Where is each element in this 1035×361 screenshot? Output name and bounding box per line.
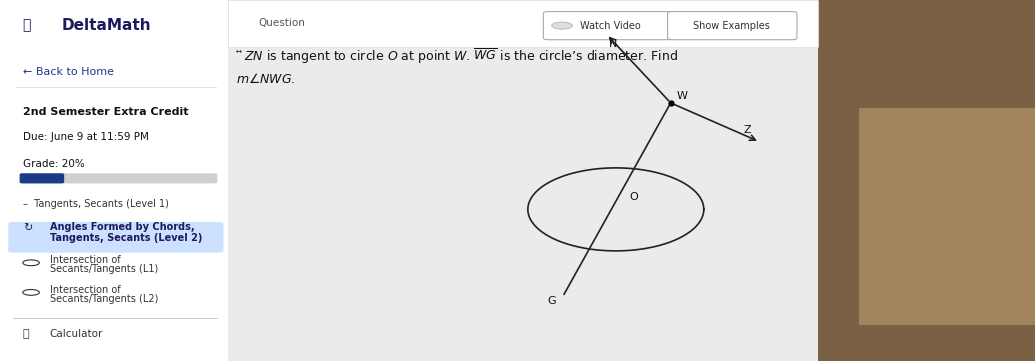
Text: DeltaMath: DeltaMath (62, 18, 152, 33)
Text: Secants/Tangents (L2): Secants/Tangents (L2) (50, 294, 158, 304)
FancyBboxPatch shape (20, 173, 217, 183)
Text: Due: June 9 at 11:59 PM: Due: June 9 at 11:59 PM (23, 132, 149, 142)
Text: Watch Video: Watch Video (581, 21, 641, 31)
FancyBboxPatch shape (228, 0, 818, 47)
Circle shape (552, 22, 572, 29)
FancyBboxPatch shape (668, 12, 797, 40)
Text: Calculator: Calculator (50, 329, 104, 339)
Text: Secants/Tangents (L1): Secants/Tangents (L1) (50, 264, 158, 274)
Text: W: W (677, 91, 688, 101)
Text: ↻: ↻ (23, 223, 32, 233)
Text: Tangents, Secants (Level 2): Tangents, Secants (Level 2) (50, 233, 202, 243)
Text: ← Back to Home: ← Back to Home (23, 67, 114, 77)
FancyBboxPatch shape (20, 173, 64, 183)
Text: 🎓: 🎓 (23, 18, 31, 32)
Text: Show Examples: Show Examples (693, 21, 770, 31)
Text: $\overleftrightarrow{ZN}$ is tangent to circle $O$ at point $W$. $\overline{WG}$: $\overleftrightarrow{ZN}$ is tangent to … (236, 47, 678, 65)
FancyBboxPatch shape (543, 12, 673, 40)
FancyBboxPatch shape (8, 222, 224, 253)
Text: Z: Z (743, 125, 750, 135)
Text: Question: Question (259, 18, 305, 29)
Text: –  Tangents, Secants (Level 1): – Tangents, Secants (Level 1) (23, 199, 169, 209)
Text: G: G (548, 296, 556, 306)
FancyBboxPatch shape (13, 318, 218, 319)
Text: Angles Formed by Chords,: Angles Formed by Chords, (50, 222, 195, 232)
Text: N: N (609, 39, 617, 49)
Text: Intersection of: Intersection of (50, 284, 120, 295)
Text: 🖩: 🖩 (23, 329, 29, 339)
Text: 2nd Semester Extra Credit: 2nd Semester Extra Credit (23, 107, 188, 117)
FancyBboxPatch shape (859, 108, 1035, 325)
Text: O: O (629, 192, 638, 202)
Text: Intersection of: Intersection of (50, 255, 120, 265)
FancyBboxPatch shape (16, 87, 217, 88)
Text: $m\angle NWG.$: $m\angle NWG.$ (236, 72, 295, 86)
FancyBboxPatch shape (818, 0, 1035, 361)
FancyBboxPatch shape (0, 0, 228, 361)
FancyBboxPatch shape (228, 0, 1035, 361)
Text: Grade: 20%: Grade: 20% (23, 159, 85, 169)
